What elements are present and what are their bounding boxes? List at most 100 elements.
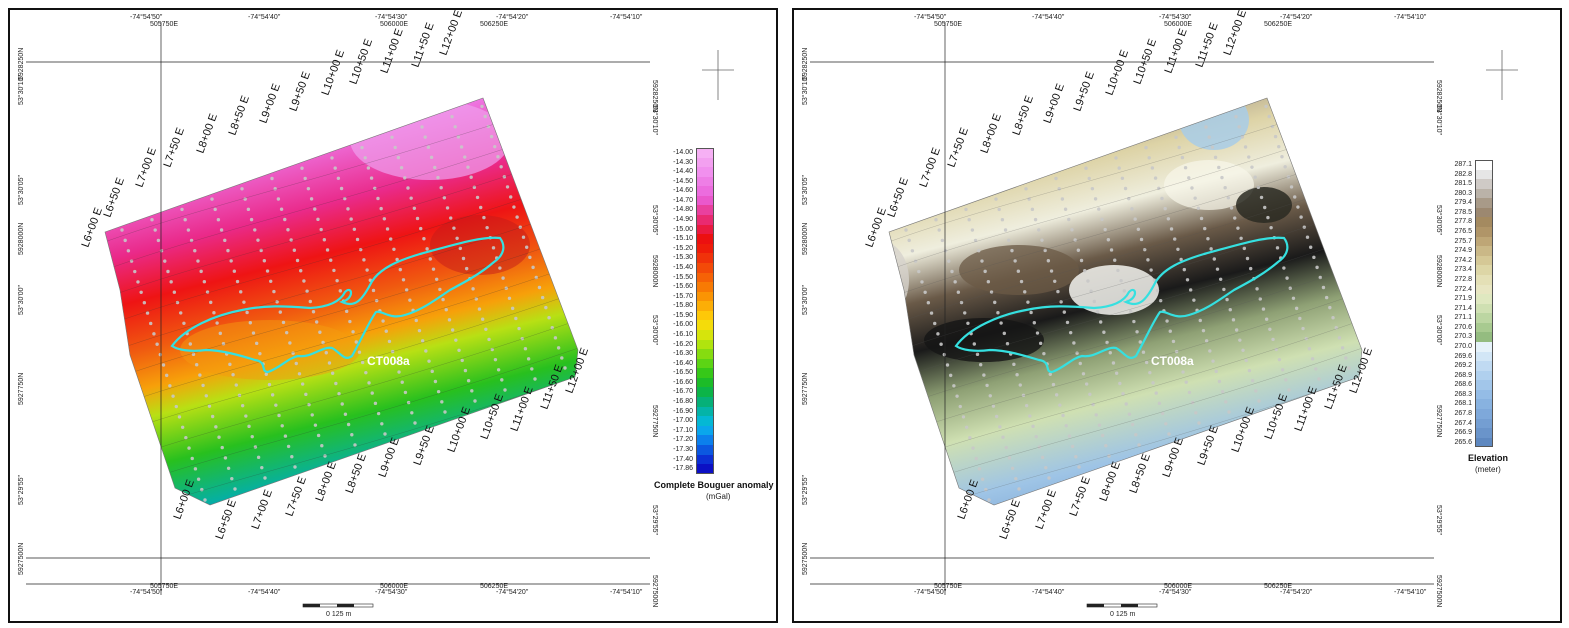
station-dot [1334,326,1338,330]
station-dot [977,467,982,471]
station-dot [1301,326,1305,331]
station-dot [920,280,924,284]
station-dot [284,330,289,335]
station-dot [325,248,330,252]
station-dot [367,381,371,385]
station-dot [1143,247,1147,252]
lat-label-left: 5927750N [802,373,809,405]
legend-row: 279.4 [1439,198,1534,208]
station-dot [1286,175,1291,179]
legend-value: -17.40 [673,455,693,463]
legend-row: -14.90 [660,215,755,225]
legend-swatch [1475,437,1493,448]
station-dot [518,225,523,229]
station-dot [1206,237,1210,241]
station-dot [348,319,352,324]
line-label-top: L8+00 E [979,112,1004,155]
station-dot [395,257,399,262]
line-label-top: L7+50 E [946,126,971,169]
legend-value: 270.3 [1454,333,1472,341]
station-dot [550,326,554,330]
station-dot [936,332,940,336]
legend-swatch [1475,169,1493,180]
station-dot [523,347,528,351]
legend-value: -16.50 [673,369,693,377]
station-dot [477,307,482,311]
dark-blob [1236,187,1292,223]
station-dot [1021,393,1026,398]
station-dot [1017,487,1021,491]
station-dot [1240,135,1245,139]
ct008a-label: CT008a [367,354,410,368]
station-dot [973,238,978,243]
station-dot [1184,380,1188,384]
station-dot [1035,331,1040,335]
legend-swatch [1475,246,1493,256]
station-dot [1197,421,1201,425]
station-dot [1004,445,1008,450]
station-dot [904,228,908,232]
station-dot [403,390,408,395]
station-dot [1044,465,1048,470]
station-dot [422,237,426,241]
station-dot [966,321,970,325]
legend-value: 275.7 [1454,237,1472,245]
station-dot [427,359,431,363]
station-dot [1074,454,1078,459]
station-dot [339,186,344,191]
station-dot [303,176,307,181]
station-dot [1154,391,1158,395]
station-dot [521,235,526,239]
station-dot [403,176,407,180]
station-dot [510,306,515,311]
station-dot [501,276,505,280]
legend-row: 273.4 [1439,265,1534,275]
station-dot [480,317,485,321]
contour-line [105,168,578,340]
station-dot [1250,165,1254,169]
station-dot [373,186,377,190]
station-dot [496,368,501,372]
legend-value: -17.30 [673,445,693,453]
station-dot [463,368,468,373]
station-dot [228,362,232,367]
station-dot [1034,434,1038,439]
legend-value: -16.40 [673,359,693,367]
station-dot [1283,165,1287,169]
elevation-legend: 287.1 282.8 281.5 280.3 279.4 278.5 277.8 276.5… [1439,160,1534,474]
station-dot [209,300,213,305]
station-dot [1117,166,1121,170]
station-dot [531,265,535,270]
station-dot [1247,155,1251,159]
station-dot [1253,175,1257,179]
scale-bar [1086,603,1158,608]
scale-label: 0 125 m [326,611,351,618]
station-dot [1177,145,1181,150]
station-dot [294,361,298,366]
legend-row: 267.8 [1439,409,1534,419]
station-dot [520,336,524,341]
legend-swatch [696,329,714,340]
station-dot [1031,424,1035,429]
contour-line [105,140,578,312]
station-dot [964,425,969,430]
station-dot [1049,269,1054,273]
station-dot [150,218,154,222]
station-dot [265,269,270,273]
station-dot [321,340,325,345]
station-dot [1344,356,1348,360]
station-dot [1209,247,1213,251]
station-dot [533,377,537,381]
station-dot [491,246,496,250]
legend-row: -15.70 [660,291,755,302]
station-dot [293,465,297,469]
legend-value: -16.30 [673,350,693,358]
station-dot [1097,423,1102,427]
station-dot [300,382,305,386]
legend-value: 277.8 [1454,218,1472,226]
easting-label-top: 505750E [150,21,178,28]
red-blob [430,215,530,275]
lat-label-right: 53°29'55" [1435,505,1443,535]
station-dot [1268,327,1272,332]
station-dot [1236,226,1240,230]
